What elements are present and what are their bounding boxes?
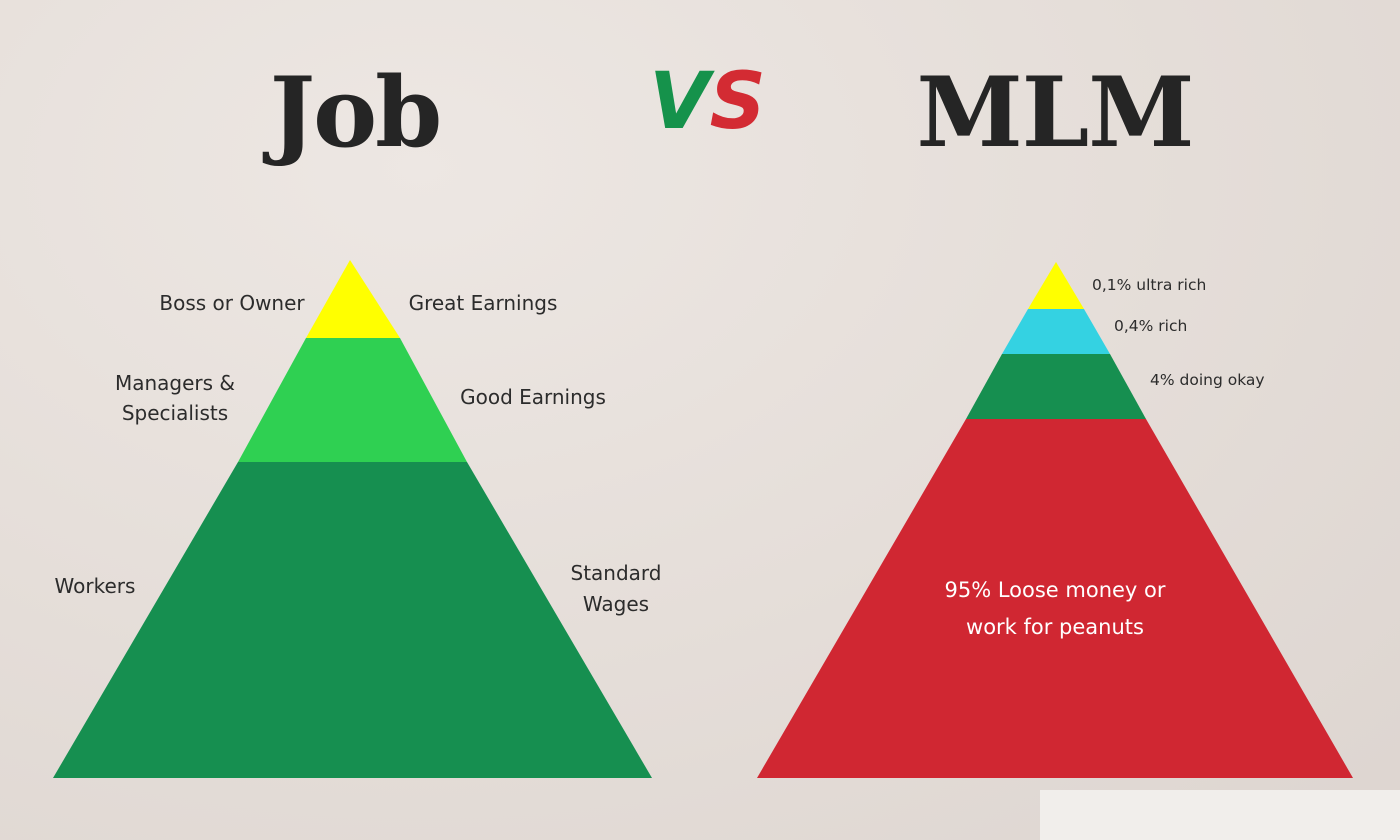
mlm-label-loss-line1: 95% Loose money or xyxy=(944,578,1165,602)
mlm-tier-ultra-rich xyxy=(1028,262,1084,309)
job-title: Job xyxy=(269,56,443,169)
mlm-tier-loss xyxy=(757,419,1353,778)
mlm-label-rich: 0,4% rich xyxy=(1114,317,1187,335)
job-pyramid: Boss or Owner Great Earnings Managers & … xyxy=(53,260,662,778)
job-tier-workers xyxy=(53,462,652,778)
mlm-tier-rich xyxy=(1002,309,1110,354)
job-label-standard-line1: Standard xyxy=(571,561,662,585)
job-label-boss: Boss or Owner xyxy=(159,291,305,315)
mlm-label-okay: 4% doing okay xyxy=(1150,371,1265,389)
mlm-pyramid: 0,1% ultra rich 0,4% rich 4% doing okay … xyxy=(757,262,1353,778)
job-label-standard-line2: Wages xyxy=(583,592,649,616)
mlm-label-ultra-rich: 0,1% ultra rich xyxy=(1092,276,1206,294)
job-label-great-earnings: Great Earnings xyxy=(409,291,558,315)
versus-label: VS xyxy=(645,62,770,142)
job-tier-boss xyxy=(306,260,400,338)
mlm-label-loss-line2: work for peanuts xyxy=(966,615,1144,639)
job-tier-managers xyxy=(238,338,467,462)
vs-s-letter: S xyxy=(709,57,766,147)
mlm-title: MLM xyxy=(916,56,1194,169)
job-label-workers: Workers xyxy=(55,574,136,598)
job-label-managers-line2: Specialists xyxy=(122,401,228,425)
job-label-managers-line1: Managers & xyxy=(115,371,235,395)
vs-v-letter: V xyxy=(649,57,710,147)
job-label-good-earnings: Good Earnings xyxy=(460,385,606,409)
mlm-tier-okay xyxy=(966,354,1146,419)
background-patch xyxy=(1040,790,1400,840)
